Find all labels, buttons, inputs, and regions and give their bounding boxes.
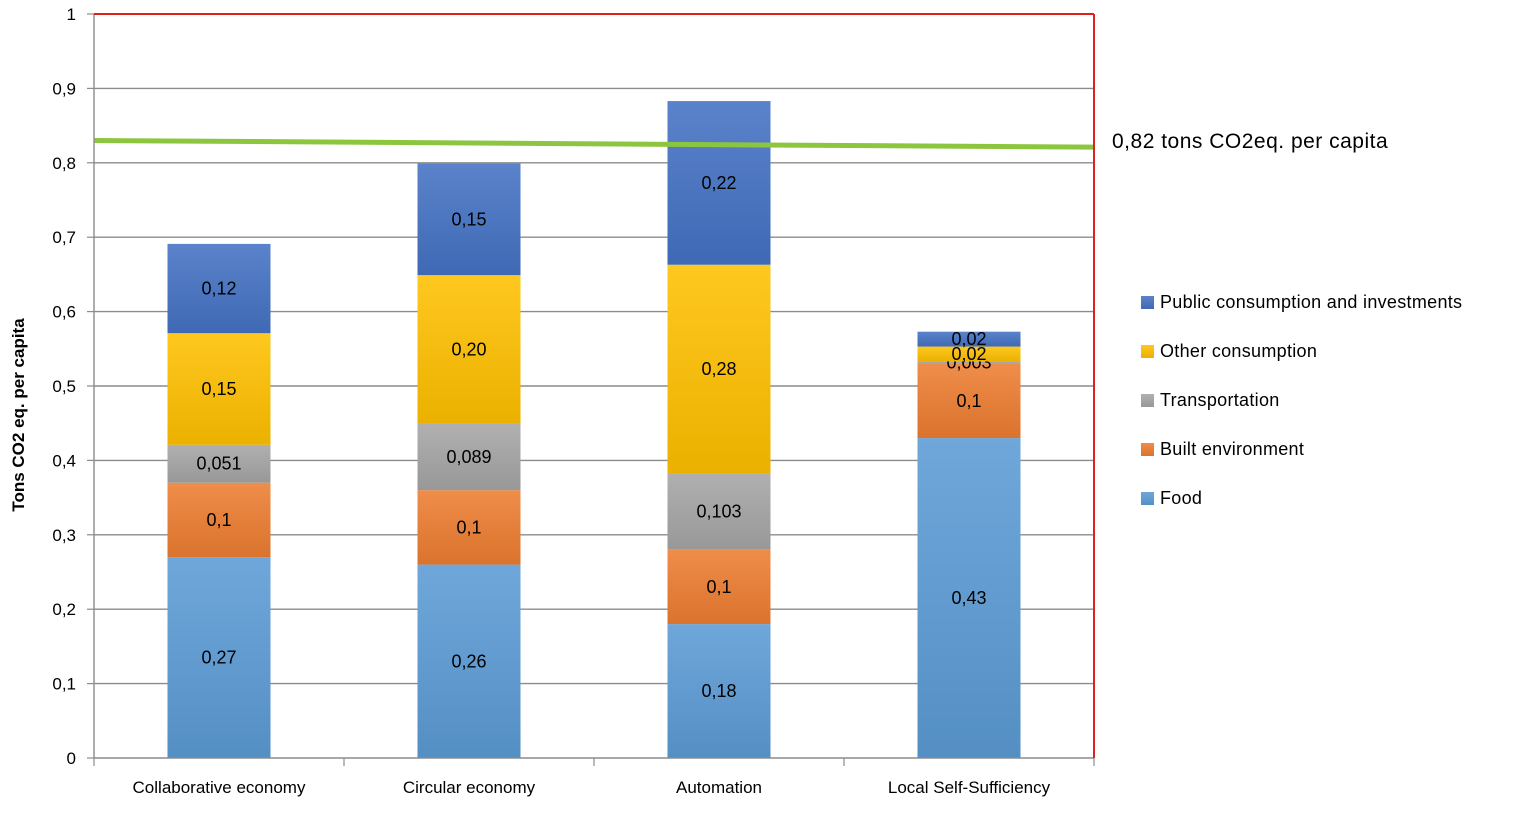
y-tick-label: 1: [67, 5, 76, 24]
data-label: 0,1: [956, 391, 981, 411]
legend-label-other-consumption: Other consumption: [1160, 341, 1317, 361]
bar-segment-public-consumption-and-investments: [417, 163, 521, 276]
y-tick-label: 0,3: [52, 526, 76, 545]
data-label: 0,26: [451, 651, 486, 671]
data-label: 0,28: [701, 359, 736, 379]
bar-segment-other-consumption: [667, 264, 771, 474]
bar-segment-food: [167, 557, 271, 758]
x-category-label: Automation: [676, 778, 762, 797]
y-tick-label: 0,4: [52, 451, 76, 470]
legend-label-transportation: Transportation: [1160, 390, 1280, 410]
legend: Public consumption and investments Other …: [1141, 292, 1462, 508]
legend-label-food: Food: [1160, 488, 1202, 508]
data-label: 0,20: [451, 340, 486, 360]
bar-segment-other-consumption: [917, 346, 1021, 362]
legend-swatch-built-environment: [1141, 443, 1154, 456]
y-tick-label: 0,9: [52, 79, 76, 98]
x-category-label: Collaborative economy: [133, 778, 306, 797]
y-tick-label: 0,2: [52, 600, 76, 619]
bar-segment-transportation: [667, 473, 771, 550]
data-label: 0,02: [951, 344, 986, 364]
bar-segment-built-environment: [667, 549, 771, 625]
data-label: 0,22: [701, 173, 736, 193]
y-tick-label: 0,7: [52, 228, 76, 247]
bar-segment-public-consumption-and-investments: [167, 243, 271, 334]
bar-segment-food: [917, 438, 1021, 758]
bar-segment-food: [667, 624, 771, 758]
data-label: 0,18: [701, 681, 736, 701]
y-tick-label: 0,1: [52, 675, 76, 694]
data-label: 0,051: [196, 454, 241, 474]
data-label: 0,15: [201, 379, 236, 399]
bar-segment-other-consumption: [167, 333, 271, 445]
bar-segment-built-environment: [917, 363, 1021, 439]
bars: 0,27 0,1 0,051 0,15 0,12 0,26 0,1 0,089 0,20 0,15…: [167, 101, 1021, 758]
data-label: 0,15: [451, 209, 486, 229]
legend-swatch-public-consumption-and-investments: [1141, 296, 1154, 309]
bar-segment-built-environment: [167, 482, 271, 558]
legend-swatch-other-consumption: [1141, 345, 1154, 358]
y-tick-label: 0,5: [52, 377, 76, 396]
bar-segment-other-consumption: [417, 275, 521, 424]
x-category-label: Circular economy: [403, 778, 536, 797]
data-label: 0,1: [706, 577, 731, 597]
data-label: 0,1: [206, 510, 231, 530]
data-label: 0,1: [456, 517, 481, 537]
data-label: 0,12: [201, 279, 236, 299]
reference-line-label: 0,82 tons CO2eq. per capita: [1112, 130, 1388, 153]
legend-label-built-environment: Built environment: [1160, 439, 1304, 459]
data-label: 0,43: [951, 588, 986, 608]
data-label: 0,103: [696, 501, 741, 521]
axes: 0 0,1 0,2 0,3 0,4 0,5 0,6 0,7 0,8 0,9 1 Collaborati…: [52, 5, 1095, 797]
x-category-label: Local Self-Sufficiency: [888, 778, 1051, 797]
bar-segment-food: [417, 564, 521, 758]
legend-swatch-food: [1141, 492, 1154, 505]
reference-line-group: 0,82 tons CO2eq. per capita: [93, 130, 1388, 153]
bar-segment-transportation: [917, 361, 1021, 364]
legend-label-public-consumption-and-investments: Public consumption and investments: [1160, 292, 1462, 312]
bar-segment-transportation: [417, 423, 521, 491]
y-tick-label: 0,8: [52, 154, 76, 173]
bar-segment-transportation: [167, 444, 271, 483]
y-tick-label: 0,6: [52, 303, 76, 322]
bar-segment-built-environment: [417, 490, 521, 565]
y-axis-title: Tons CO2 eq. per capita: [9, 318, 28, 512]
reference-line: [93, 137, 1095, 150]
y-tick-label: 0: [67, 749, 76, 768]
bar-segment-public-consumption-and-investments: [917, 331, 1021, 347]
bar-segment-public-consumption-and-investments: [667, 101, 771, 265]
data-label: 0,27: [201, 648, 236, 668]
legend-swatch-transportation: [1141, 394, 1154, 407]
data-label: 0,089: [446, 447, 491, 467]
data-label: 0,02: [951, 329, 986, 349]
